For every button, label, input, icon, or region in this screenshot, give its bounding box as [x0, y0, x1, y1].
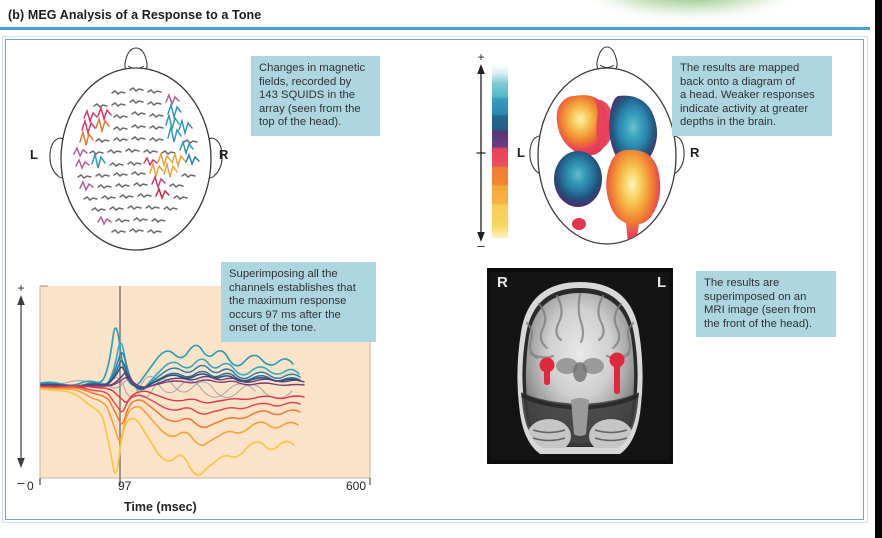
callout-line: indicate activity at greater: [680, 102, 809, 115]
mri-coronal-image: [487, 268, 673, 464]
callout-line: channels establishes that: [229, 281, 356, 294]
x-tick-600: 600: [346, 479, 367, 493]
callout-line: the maximum response: [229, 295, 347, 308]
callout-line: fields, recorded by: [259, 75, 352, 88]
field-map-callout: The results are mapped back onto a diagr…: [672, 56, 832, 136]
callout-line: MRI image (seen from: [704, 304, 816, 317]
heading-divider: [0, 27, 870, 30]
mri-callout: The results are superimposed on an MRI i…: [696, 271, 836, 338]
x-tick-0: 0: [27, 479, 34, 493]
callout-line: The results are mapped: [680, 62, 800, 74]
page-right-margin: [870, 0, 875, 538]
callout-line: Superimposing all the: [229, 268, 338, 280]
figure-panel-outer-border: [2, 36, 868, 523]
scan-edge-shadow: [875, 0, 882, 538]
sensor-head-right-label: R: [219, 147, 229, 162]
callout-line: a head. Weaker responses: [680, 89, 815, 102]
x-axis-title: Time (msec): [124, 500, 197, 514]
svg-text:+: +: [477, 52, 484, 64]
callout-line: Changes in magnetic: [259, 62, 366, 74]
svg-text:–: –: [17, 475, 25, 490]
callout-line: the front of the head).: [704, 317, 813, 330]
top-green-bleed: [590, 0, 790, 16]
svg-text:–: –: [477, 238, 485, 252]
field-head-left-label: L: [517, 145, 525, 160]
page-title: (b) MEG Analysis of a Response to a Tone: [8, 8, 262, 22]
sensor-array-callout: Changes in magnetic fields, recorded by …: [251, 56, 380, 136]
callout-line: array (seen from the: [259, 102, 361, 115]
mri-right-label: R: [497, 274, 508, 291]
field-map-colorbar: + –: [476, 52, 508, 252]
sensor-head-left-label: L: [30, 147, 38, 162]
callout-line: The results are: [704, 277, 780, 289]
callout-line: occurs 97 ms after the: [229, 308, 341, 321]
mri-left-label: L: [657, 274, 667, 291]
x-tick-97: 97: [118, 479, 132, 493]
magnetic-field-map-head-diagram: [529, 46, 685, 245]
callout-line: top of the head).: [259, 116, 342, 129]
callout-line: back onto a diagram of: [680, 75, 795, 88]
callout-line: superimposed on an: [704, 290, 807, 303]
sensor-array-head-diagram: [49, 47, 223, 251]
waveform-callout: Superimposing all the channels establish…: [221, 262, 376, 342]
callout-line: onset of the tone.: [229, 322, 317, 335]
field-head-right-label: R: [690, 145, 700, 160]
callout-line: depths in the brain.: [680, 116, 777, 129]
callout-line: 143 SQUIDS in the: [259, 89, 356, 102]
svg-text:+: +: [17, 281, 24, 295]
